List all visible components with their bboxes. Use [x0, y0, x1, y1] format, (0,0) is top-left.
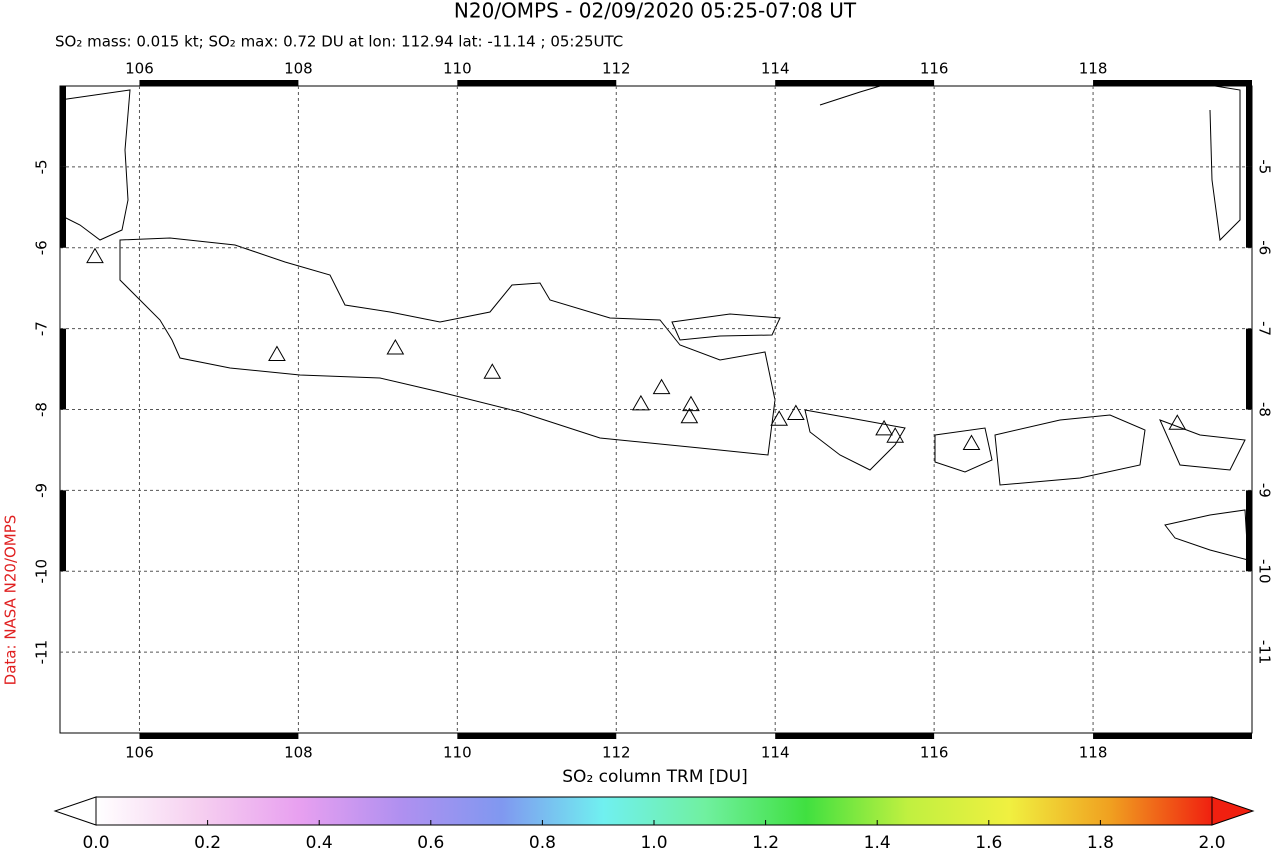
y-tick-label: -6 — [1256, 240, 1272, 255]
colorbar-tick-label: 0.4 — [306, 833, 333, 853]
y-tick-label: -6 — [33, 240, 51, 255]
frame-bar — [1246, 329, 1252, 410]
y-tick-label: -10 — [33, 559, 51, 584]
colorbar-tick-label: 1.2 — [752, 833, 779, 853]
x-tick-label: 108 — [284, 744, 313, 762]
x-tick-label: 112 — [602, 744, 631, 762]
y-tick-label: -8 — [1256, 402, 1272, 417]
colorbar-tick-label: 0.0 — [82, 833, 109, 853]
frame-bar — [457, 733, 616, 739]
colorbar-tick-label: 0.8 — [529, 833, 556, 853]
map-title: N20/OMPS - 02/09/2020 05:25-07:08 UT — [454, 0, 857, 23]
y-tick-label: -10 — [1256, 559, 1272, 584]
colorbar-tick-label: 1.6 — [975, 833, 1002, 853]
frame-bar — [1246, 167, 1252, 248]
colorbar-label: SO₂ column TRM [DU] — [562, 767, 747, 787]
colorbar-over-arrow — [1212, 797, 1253, 825]
x-tick-label: 112 — [602, 60, 631, 78]
y-tick-label: -9 — [33, 483, 51, 498]
x-tick-label: 108 — [284, 60, 313, 78]
x-tick-label: 116 — [920, 744, 949, 762]
y-tick-label: -11 — [1256, 640, 1272, 665]
y-tick-label: -7 — [33, 321, 51, 336]
frame-bar — [60, 86, 66, 167]
frame-bar — [1093, 733, 1252, 739]
x-tick-label: 114 — [761, 60, 790, 78]
data-credit: Data: NASA N20/OMPS — [2, 515, 20, 686]
x-tick-label: 106 — [125, 60, 154, 78]
y-tick-label: -5 — [1256, 159, 1272, 174]
colorbar-under-arrow — [55, 797, 96, 825]
frame-bar — [457, 80, 616, 86]
y-tick-label: -9 — [1256, 483, 1272, 498]
frame-bar — [60, 167, 66, 248]
x-tick-label: 116 — [920, 60, 949, 78]
colorbar-tick-label: 0.6 — [417, 833, 444, 853]
frame-bar — [775, 80, 934, 86]
colorbar-tick-label: 2.0 — [1198, 833, 1225, 853]
frame-bar — [1246, 86, 1252, 167]
map-subtitle: SO₂ mass: 0.015 kt; SO₂ max: 0.72 DU at … — [55, 33, 623, 51]
x-tick-label: 118 — [1079, 744, 1108, 762]
colorbar-tick-label: 0.2 — [194, 833, 221, 853]
frame-bar — [139, 733, 298, 739]
y-tick-label: -7 — [1256, 321, 1272, 336]
frame-bar — [60, 329, 66, 410]
y-tick-label: -5 — [33, 159, 51, 174]
frame-bar — [775, 733, 934, 739]
x-tick-label: 106 — [125, 744, 154, 762]
x-tick-label: 114 — [761, 744, 790, 762]
frame-bar — [1246, 490, 1252, 571]
colorbar-tick-label: 1.8 — [1087, 833, 1114, 853]
y-tick-label: -11 — [33, 640, 51, 665]
colorbar-tick-label: 1.4 — [864, 833, 891, 853]
colorbar-tick-label: 1.0 — [640, 833, 667, 853]
y-tick-label: -8 — [33, 402, 51, 417]
x-tick-label: 118 — [1079, 60, 1108, 78]
x-tick-label: 110 — [443, 60, 472, 78]
x-tick-label: 110 — [443, 744, 472, 762]
frame-bar — [1093, 80, 1252, 86]
frame-bar — [139, 80, 298, 86]
frame-bar — [60, 490, 66, 571]
